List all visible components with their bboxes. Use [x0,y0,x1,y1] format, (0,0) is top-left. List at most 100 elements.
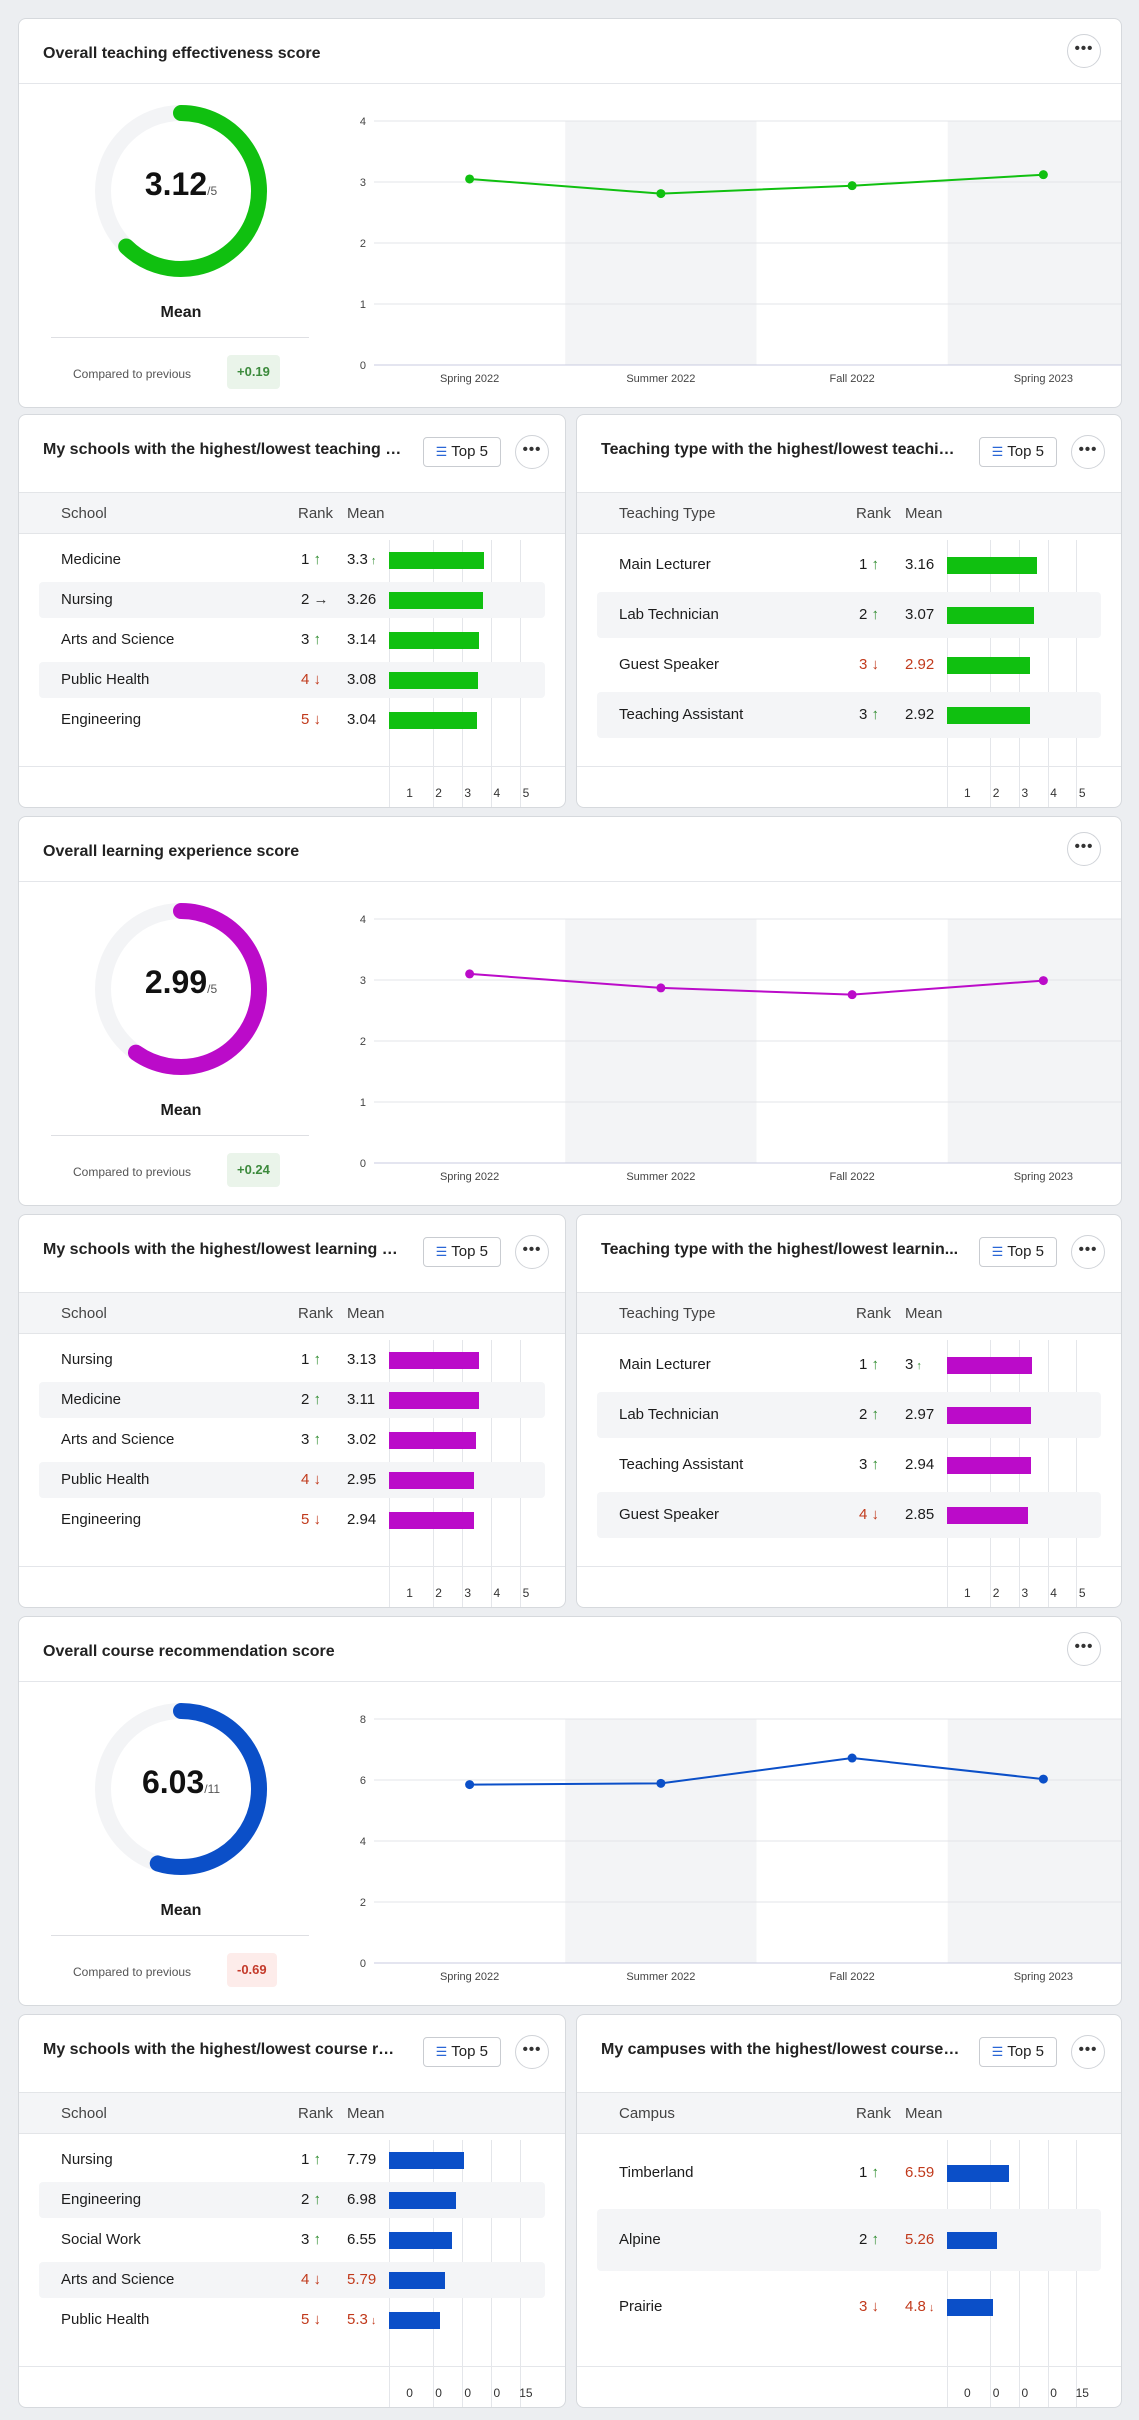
mean-arrow-icon: ↓ [925,2301,935,2314]
more-options-button[interactable]: ••• [515,435,549,469]
table-row[interactable]: Social Work 3 ↑ 6.55 [39,2222,545,2258]
row-name: Engineering [61,2191,142,2208]
x-tick-label: 2 [992,1586,1000,1600]
more-options-button[interactable]: ••• [1071,435,1105,469]
table-row[interactable]: Engineering 2 ↑ 6.98 [39,2182,545,2218]
rank-arrow-icon: ↓ [867,656,880,673]
table-row[interactable]: Timberland 1 ↑ 6.59 [597,2142,1101,2205]
top5-filter-button[interactable]: ☰ Top 5 [422,2037,501,2067]
trend-point[interactable] [847,990,857,1000]
x-tick-label: 4 [1050,1586,1057,1600]
x-tick-label: 0 [1050,2386,1057,2400]
grid-line [947,2140,948,2407]
top5-filter-button[interactable]: ☰ Top 5 [978,437,1057,467]
mean-value: 6.55 [347,2231,377,2248]
rank-number: 2 [301,2191,310,2208]
more-options-button[interactable]: ••• [1067,1632,1101,1666]
row-name: Medicine [61,1391,122,1408]
table-row[interactable]: Public Health 4 ↓ 2.95 [39,1462,545,1498]
table-row[interactable]: Lab Technician 2 ↑ 3.07 [597,592,1101,638]
score-max: /5 [207,982,218,996]
row-rank: 1 ↑ [301,1351,321,1368]
gauge-progress-arc [127,903,267,1075]
rank-number: 1 [859,1356,868,1373]
mean-value: 5.3 [347,2311,368,2328]
more-options-button[interactable]: ••• [1067,832,1101,866]
compared-label: Compared to previous [73,367,192,381]
divider [51,1135,309,1136]
table-row[interactable]: Lab Technician 2 ↑ 2.97 [597,1392,1101,1438]
trend-point[interactable] [656,1778,666,1788]
table-row[interactable]: Alpine 2 ↑ 5.26 [597,2208,1101,2272]
table-row[interactable]: Main Lecturer 1 ↑ 3 ↑ [597,1342,1101,1388]
table-row[interactable]: Public Health 4 ↓ 3.08 [39,662,545,698]
table-row[interactable]: Nursing 2 → 3.26 [39,582,545,618]
score-label: Mean [160,1102,202,1119]
x-tick-label: 2 [435,786,442,800]
mean-value: 6.59 [905,2164,935,2182]
top5-filter-button[interactable]: ☰ Top 5 [422,437,501,467]
top5-filter-button[interactable]: ☰ Top 5 [978,1237,1057,1267]
column-header-mean: Mean [347,505,385,522]
table-row[interactable]: Arts and Science 3 ↑ 3.14 [39,622,545,658]
y-tick-label: 2 [360,1897,366,1909]
mean-value: 6.98 [347,2191,377,2208]
column-header-rank: Rank [298,505,334,522]
column-header-mean: Mean [347,1305,385,1322]
table-row[interactable]: Main Lecturer 1 ↑ 3.16 [597,542,1101,588]
filter-icon: ☰ [435,2044,448,2059]
trend-point[interactable] [465,174,475,184]
top5-filter-button[interactable]: ☰ Top 5 [422,1237,501,1267]
row-rank: 4 ↓ [301,671,321,688]
trend-point[interactable] [1038,170,1048,180]
table-row[interactable]: Engineering 5 ↓ 2.94 [39,1502,545,1538]
more-options-button[interactable]: ••• [515,1235,549,1269]
more-options-button[interactable]: ••• [515,2035,549,2069]
rank-number: 1 [301,1351,310,1368]
trend-point[interactable] [465,969,475,979]
mean-value: 2.92 [905,706,935,723]
trend-point[interactable] [847,181,857,191]
table-row[interactable]: Teaching Assistant 3 ↑ 2.94 [597,1442,1101,1488]
mean-value: 3.14 [347,631,377,648]
trend-point[interactable] [656,189,666,199]
table-row[interactable]: Medicine 1 ↑ 3.3 ↑ [39,542,545,578]
table-row[interactable]: Guest Speaker 3 ↓ 2.92 [597,642,1101,688]
mean-bar [389,2272,445,2289]
table-row[interactable]: Engineering 5 ↓ 3.04 [39,702,545,738]
mean-value: 3.02 [347,1431,377,1448]
more-options-button[interactable]: ••• [1071,2035,1105,2069]
axis-line [577,2366,1121,2367]
table-header: School Rank Mean [19,492,565,534]
rank-arrow-icon: ↑ [867,2164,880,2182]
table-row[interactable]: Arts and Science 3 ↑ 3.02 [39,1422,545,1458]
rank-arrow-icon: ↑ [867,706,880,723]
table-row[interactable]: Medicine 2 ↑ 3.11 [39,1382,545,1418]
table-row[interactable]: Guest Speaker 4 ↓ 2.85 [597,1492,1101,1538]
table-row[interactable]: Nursing 1 ↑ 7.79 [39,2142,545,2178]
table-row[interactable]: Nursing 1 ↑ 3.13 [39,1342,545,1378]
trend-point[interactable] [847,1753,857,1763]
rank-arrow-icon: ↓ [309,671,322,688]
mean-bar [389,2312,440,2329]
table-row[interactable]: Teaching Assistant 3 ↑ 2.92 [597,692,1101,738]
more-options-button[interactable]: ••• [1067,34,1101,68]
table-row[interactable]: Arts and Science 4 ↓ 5.79 [39,2262,545,2298]
row-name: Nursing [61,1351,113,1368]
x-tick-label: 5 [522,1586,530,1600]
row-name: Main Lecturer [619,556,711,573]
row-rank: 5 ↓ [301,711,321,728]
top5-filter-button[interactable]: ☰ Top 5 [978,2037,1057,2067]
rank-number: 2 [859,2230,868,2248]
trend-point[interactable] [1038,1774,1048,1784]
mean-value: 3.07 [905,606,935,623]
trend-point[interactable] [1038,976,1048,986]
rank-number: 3 [859,706,868,723]
table-row[interactable]: Public Health 5 ↓ 5.3 ↓ [39,2302,545,2338]
more-options-button[interactable]: ••• [1071,1235,1105,1269]
mean-bar [947,1507,1029,1524]
trend-point[interactable] [656,983,666,993]
rank-number: 3 [301,1431,310,1448]
trend-point[interactable] [465,1780,475,1790]
table-row[interactable]: Prairie 3 ↓ 4.8 ↓ [597,2275,1101,2338]
